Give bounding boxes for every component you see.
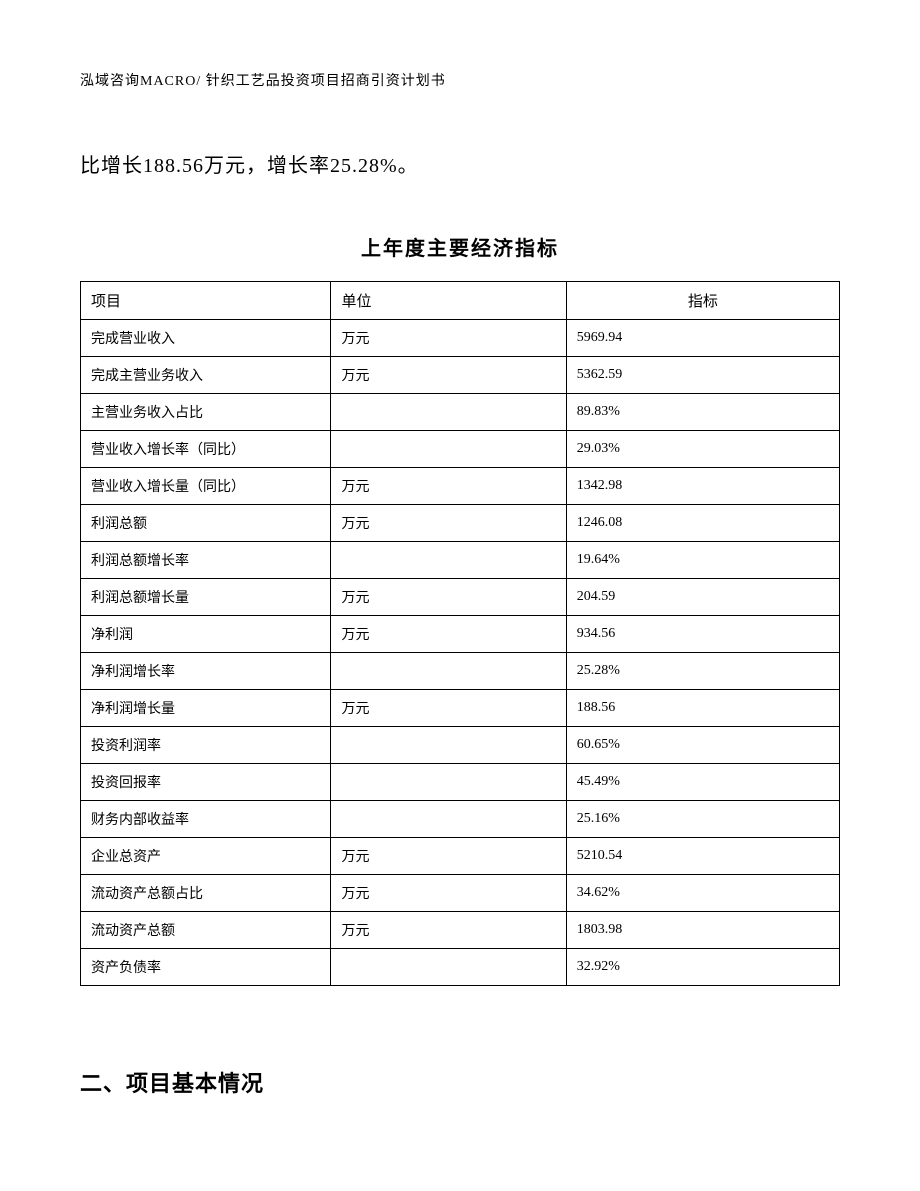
cell-unit: 万元 — [331, 690, 566, 727]
cell-value: 5969.94 — [566, 320, 839, 357]
cell-item: 利润总额增长率 — [81, 542, 331, 579]
cell-item: 净利润增长量 — [81, 690, 331, 727]
cell-value: 204.59 — [566, 579, 839, 616]
cell-item: 营业收入增长量（同比） — [81, 468, 331, 505]
table-row: 资产负债率 32.92% — [81, 949, 840, 986]
table-row: 完成主营业务收入万元5362.59 — [81, 357, 840, 394]
cell-unit — [331, 801, 566, 838]
cell-item: 主营业务收入占比 — [81, 394, 331, 431]
cell-unit: 万元 — [331, 579, 566, 616]
table-title: 上年度主要经济指标 — [80, 232, 840, 261]
cell-value: 5210.54 — [566, 838, 839, 875]
cell-value: 5362.59 — [566, 357, 839, 394]
cell-unit — [331, 949, 566, 986]
table-row: 流动资产总额万元1803.98 — [81, 912, 840, 949]
cell-unit: 万元 — [331, 468, 566, 505]
cell-unit — [331, 727, 566, 764]
cell-unit: 万元 — [331, 912, 566, 949]
cell-item: 资产负债率 — [81, 949, 331, 986]
cell-value: 34.62% — [566, 875, 839, 912]
cell-unit: 万元 — [331, 320, 566, 357]
cell-unit: 万元 — [331, 875, 566, 912]
table-row: 投资利润率 60.65% — [81, 727, 840, 764]
table-row: 利润总额增长率 19.64% — [81, 542, 840, 579]
cell-item: 利润总额 — [81, 505, 331, 542]
cell-value: 32.92% — [566, 949, 839, 986]
cell-value: 1803.98 — [566, 912, 839, 949]
table-row: 主营业务收入占比 89.83% — [81, 394, 840, 431]
table-row: 利润总额增长量万元204.59 — [81, 579, 840, 616]
table-row: 净利润增长量万元188.56 — [81, 690, 840, 727]
section-heading: 二、项目基本情况 — [80, 1066, 840, 1098]
cell-item: 企业总资产 — [81, 838, 331, 875]
table-row: 营业收入增长率（同比） 29.03% — [81, 431, 840, 468]
table-header-row: 项目 单位 指标 — [81, 282, 840, 320]
cell-unit — [331, 542, 566, 579]
cell-value: 1342.98 — [566, 468, 839, 505]
column-header-unit: 单位 — [331, 282, 566, 320]
cell-value: 934.56 — [566, 616, 839, 653]
table-row: 净利润万元934.56 — [81, 616, 840, 653]
cell-value: 19.64% — [566, 542, 839, 579]
cell-unit — [331, 764, 566, 801]
intro-paragraph: 比增长188.56万元，增长率25.28%。 — [80, 150, 840, 182]
cell-value: 29.03% — [566, 431, 839, 468]
table-row: 净利润增长率 25.28% — [81, 653, 840, 690]
cell-item: 净利润增长率 — [81, 653, 331, 690]
table-row: 利润总额万元1246.08 — [81, 505, 840, 542]
cell-item: 完成主营业务收入 — [81, 357, 331, 394]
cell-unit: 万元 — [331, 838, 566, 875]
cell-unit: 万元 — [331, 616, 566, 653]
economic-indicators-table: 项目 单位 指标 完成营业收入万元5969.94完成主营业务收入万元5362.5… — [80, 281, 840, 986]
cell-item: 利润总额增长量 — [81, 579, 331, 616]
cell-unit: 万元 — [331, 505, 566, 542]
cell-item: 投资回报率 — [81, 764, 331, 801]
cell-unit — [331, 431, 566, 468]
cell-value: 60.65% — [566, 727, 839, 764]
table-row: 流动资产总额占比万元34.62% — [81, 875, 840, 912]
cell-value: 89.83% — [566, 394, 839, 431]
cell-item: 投资利润率 — [81, 727, 331, 764]
table-row: 企业总资产万元5210.54 — [81, 838, 840, 875]
cell-value: 25.28% — [566, 653, 839, 690]
cell-unit — [331, 394, 566, 431]
cell-value: 188.56 — [566, 690, 839, 727]
cell-item: 流动资产总额 — [81, 912, 331, 949]
cell-item: 财务内部收益率 — [81, 801, 331, 838]
cell-item: 营业收入增长率（同比） — [81, 431, 331, 468]
document-header: 泓域咨询MACRO/ 针织工艺品投资项目招商引资计划书 — [80, 70, 840, 90]
cell-item: 完成营业收入 — [81, 320, 331, 357]
table-row: 营业收入增长量（同比）万元1342.98 — [81, 468, 840, 505]
table-row: 完成营业收入万元5969.94 — [81, 320, 840, 357]
cell-item: 净利润 — [81, 616, 331, 653]
table-row: 投资回报率 45.49% — [81, 764, 840, 801]
cell-value: 25.16% — [566, 801, 839, 838]
cell-unit: 万元 — [331, 357, 566, 394]
column-header-item: 项目 — [81, 282, 331, 320]
cell-value: 45.49% — [566, 764, 839, 801]
column-header-value: 指标 — [566, 282, 839, 320]
cell-item: 流动资产总额占比 — [81, 875, 331, 912]
table-row: 财务内部收益率 25.16% — [81, 801, 840, 838]
cell-unit — [331, 653, 566, 690]
cell-value: 1246.08 — [566, 505, 839, 542]
